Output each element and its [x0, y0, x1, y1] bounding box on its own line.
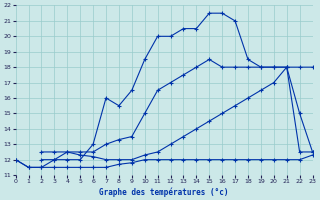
X-axis label: Graphe des températures (°c): Graphe des températures (°c): [99, 187, 229, 197]
